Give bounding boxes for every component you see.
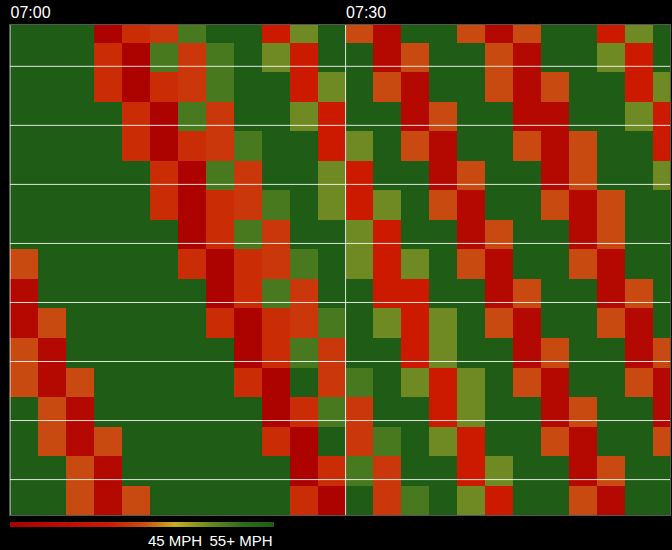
svg-text:55+ MPH: 55+ MPH: [210, 532, 273, 549]
svg-text:45 MPH: 45 MPH: [148, 532, 202, 549]
svg-text:07:30: 07:30: [346, 4, 386, 21]
svg-text:07:00: 07:00: [11, 4, 51, 21]
